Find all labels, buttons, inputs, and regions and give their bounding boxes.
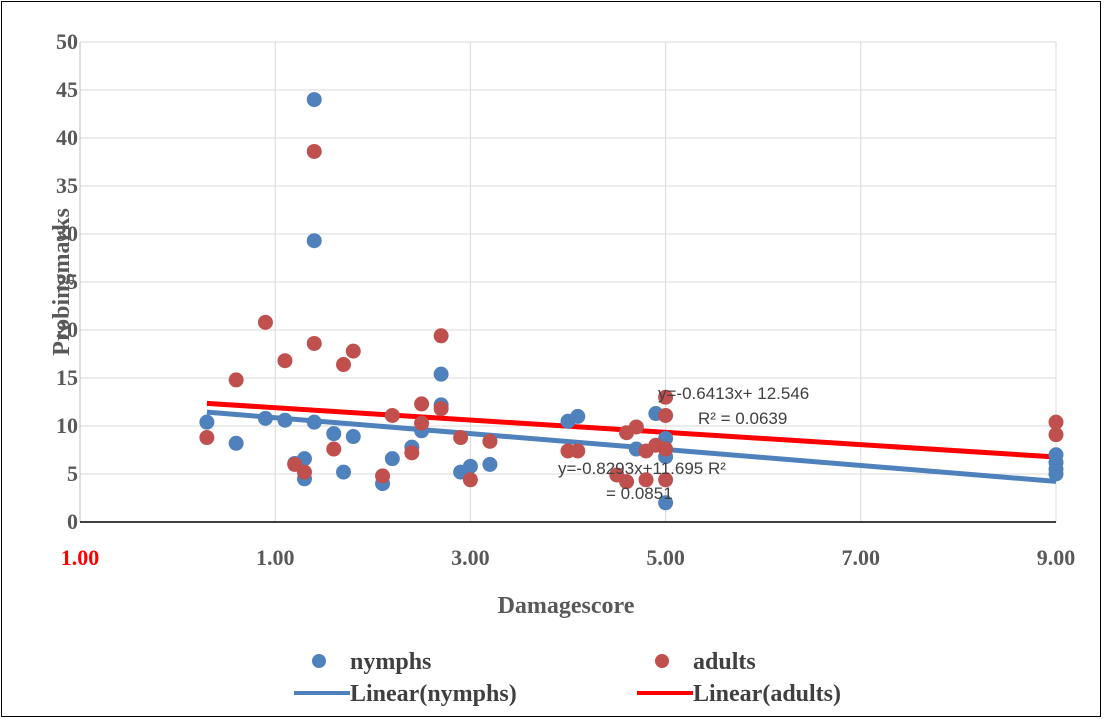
nymphs-point bbox=[482, 456, 498, 472]
data-points bbox=[199, 92, 1064, 511]
adults-point bbox=[619, 474, 635, 490]
adults-point bbox=[462, 472, 478, 488]
y-tick-label: 0 bbox=[67, 509, 78, 534]
adults-point bbox=[433, 401, 449, 417]
adults-point bbox=[306, 143, 322, 159]
grid-lines bbox=[80, 41, 1057, 522]
nymphs-point bbox=[326, 426, 342, 442]
adults-point bbox=[336, 357, 352, 373]
adults-point bbox=[638, 472, 654, 488]
adults-point bbox=[658, 407, 674, 423]
y-tick-label: 40 bbox=[56, 125, 78, 150]
y-tick-label: 30 bbox=[56, 221, 78, 246]
x-tick-label: 3.00 bbox=[451, 545, 490, 570]
adults-point bbox=[658, 389, 674, 405]
y-axis-title: Probingmarks bbox=[49, 208, 75, 356]
trend-nymphs-r2: = 0.0851 bbox=[606, 484, 673, 503]
nymphs-point bbox=[306, 414, 322, 430]
adults-point bbox=[277, 353, 293, 369]
nymphs-point bbox=[228, 435, 244, 451]
adults-point bbox=[326, 441, 342, 457]
adults-point bbox=[199, 430, 215, 446]
adults-point bbox=[453, 430, 469, 446]
nymphs-point bbox=[336, 464, 352, 480]
adults-point bbox=[433, 328, 449, 344]
nymphs-point bbox=[257, 410, 273, 426]
adults-point bbox=[384, 407, 400, 423]
nymphs-point bbox=[306, 233, 322, 249]
axes bbox=[79, 42, 1056, 523]
adults-point bbox=[404, 445, 420, 461]
nymphs-point bbox=[570, 408, 586, 424]
y-tick-label: 35 bbox=[56, 173, 78, 198]
nymphs-point bbox=[1048, 466, 1064, 482]
adults-point bbox=[482, 433, 498, 449]
adults-point bbox=[658, 441, 674, 457]
adults-point bbox=[306, 335, 322, 351]
adults-point bbox=[414, 396, 430, 412]
adults-point bbox=[628, 419, 644, 435]
legend-linear-nymphs-label: Linear(nymphs) bbox=[350, 681, 517, 707]
legend-adults-label: adults bbox=[693, 649, 756, 675]
x-tick-label: 7.00 bbox=[842, 545, 881, 570]
adults-point bbox=[414, 415, 430, 431]
legend-linear-adults-label: Linear(adults) bbox=[693, 681, 841, 707]
y-tick-label: 25 bbox=[56, 269, 78, 294]
adults-point bbox=[345, 343, 361, 359]
x-tick-label: 1.00 bbox=[256, 545, 295, 570]
adults-point bbox=[375, 468, 391, 484]
y-tick-label: 15 bbox=[56, 365, 78, 390]
x-axis-title: Damagescore bbox=[498, 593, 635, 619]
y-tick-label: 45 bbox=[56, 77, 78, 102]
y-tick-label: 5 bbox=[67, 461, 78, 486]
nymphs-point bbox=[384, 451, 400, 467]
adults-point bbox=[1048, 414, 1064, 430]
legend-nymphs-marker bbox=[312, 654, 326, 668]
adults-point bbox=[228, 372, 244, 388]
x-tick-label: 5.00 bbox=[646, 545, 685, 570]
nymphs-point bbox=[199, 414, 215, 430]
adults-point bbox=[1048, 427, 1064, 443]
legend-nymphs-label: nymphs bbox=[350, 649, 431, 675]
nymphs-point bbox=[462, 458, 478, 474]
adults-point bbox=[658, 472, 674, 488]
y-tick-label: 10 bbox=[56, 413, 78, 438]
adults-point bbox=[257, 314, 273, 330]
adults-point bbox=[570, 443, 586, 459]
trend-adults-equation: y=-0.6413x+ 12.546 bbox=[658, 384, 809, 403]
y-tick-label: 50 bbox=[56, 29, 78, 54]
trend-nymphs-equation: y=-0.8293x+11.695 R² bbox=[558, 459, 726, 478]
x-tick-label: 1.00 bbox=[61, 545, 100, 570]
nymphs-point bbox=[277, 412, 293, 428]
legend: nymphs adults Linear(nymphs) Linear(adul… bbox=[294, 649, 841, 707]
x-tick-label: 9.00 bbox=[1037, 545, 1076, 570]
y-tick-label: 20 bbox=[56, 317, 78, 342]
legend-adults-marker bbox=[655, 654, 669, 668]
nymphs-point bbox=[433, 366, 449, 382]
trend-adults-r2: R² = 0.0639 bbox=[698, 409, 787, 428]
nymphs-point bbox=[306, 92, 322, 108]
nymphs-point bbox=[658, 495, 674, 511]
tick-labels: 0 5 10 15 20 25 30 35 40 45 50 1.00 1.00 3.00 5.00 7.00… bbox=[56, 29, 1075, 570]
nymphs-point bbox=[345, 429, 361, 445]
adults-point bbox=[296, 464, 312, 480]
